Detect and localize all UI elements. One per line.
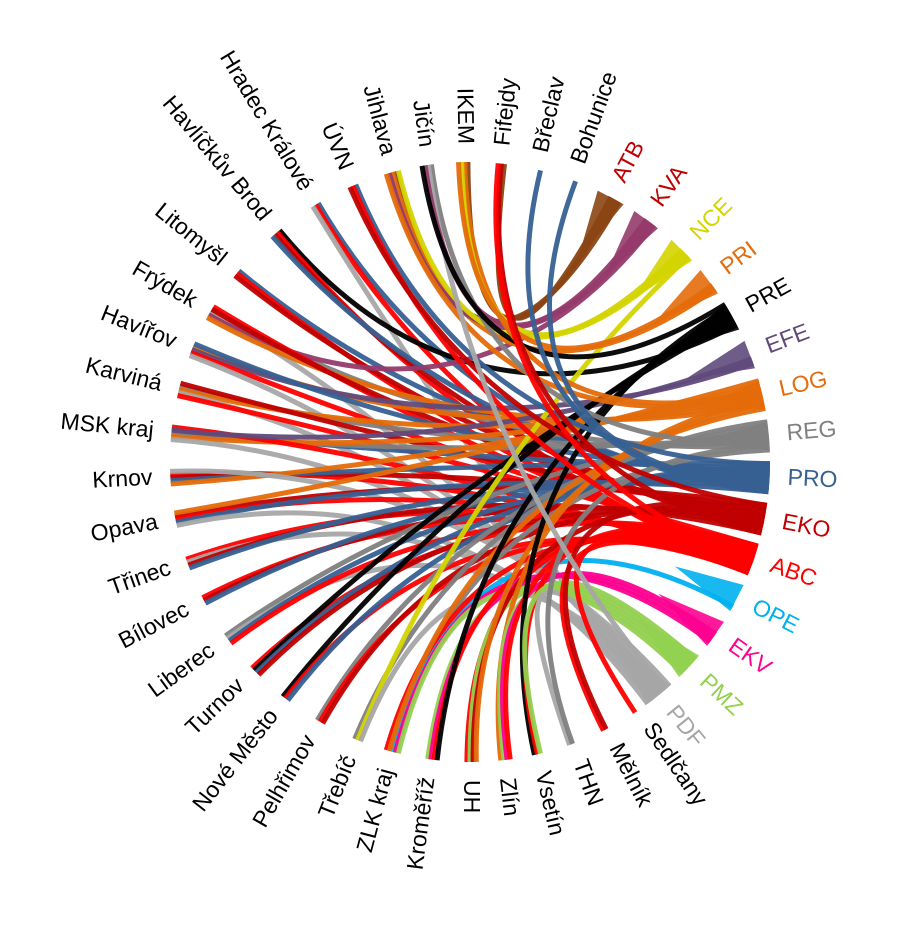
node-label-frýdek: Frýdek <box>128 255 202 313</box>
node-label-ikem: IKEM <box>452 88 479 145</box>
ribbon-group <box>170 161 771 763</box>
node-label-ope: OPE <box>748 593 803 638</box>
node-label-krnov: Krnov <box>92 464 154 493</box>
ribbon-úvn-eko <box>347 186 768 508</box>
node-label-eko: EKO <box>780 508 833 543</box>
node-label-pri: PRI <box>715 236 761 280</box>
ribbon-úvn-pro <box>353 183 771 467</box>
fan-pre <box>671 303 740 351</box>
node-label-msk-kraj: MSK kraj <box>60 408 155 443</box>
node-label-turnov: Turnov <box>180 672 249 740</box>
node-label-vsetín: Vsetín <box>531 768 571 837</box>
ribbon-mělník-eko <box>562 500 767 731</box>
fan-ope <box>674 566 744 612</box>
ribbon-bohunice-pro <box>547 180 770 490</box>
node-label-bílovec: Bílovec <box>114 596 193 654</box>
node-label-pro: PRO <box>787 464 838 493</box>
node-label-karviná: Karviná <box>83 352 165 396</box>
node-label-atb: ATB <box>606 136 649 186</box>
node-label-uh: UH <box>459 780 485 813</box>
node-label-jičín: Jičín <box>408 98 440 148</box>
ribbon-havířov-pdf <box>188 353 661 697</box>
node-label-litomyšl: Litomyšl <box>150 197 232 270</box>
fan-pri <box>653 270 719 324</box>
ribbon-ikem-pri <box>456 162 714 351</box>
node-label-bohunice: Bohunice <box>565 68 622 167</box>
node-label-zlín: Zlín <box>495 776 525 817</box>
fan-pro <box>699 463 770 493</box>
node-label-opava: Opava <box>88 508 160 546</box>
node-label-pmz: PMZ <box>695 668 748 720</box>
node-label-břeclav: Břeclav <box>527 74 570 155</box>
node-label-ekv: EKV <box>724 632 777 680</box>
node-label-kva: KVA <box>645 160 692 212</box>
ribbon-jihlava-nce <box>395 170 688 340</box>
node-label-třebíč: Třebíč <box>313 751 362 821</box>
node-label-kroměříž: Kroměříž <box>402 775 440 871</box>
fan-pdf <box>614 640 670 705</box>
node-label-pre: PRE <box>741 272 795 318</box>
node-label-efe: EFE <box>762 318 813 358</box>
ribbon-třebíč-nce <box>355 254 691 742</box>
ribbon-zlk-kraj-log <box>386 405 766 752</box>
node-label-fifejdy: Fifejdy <box>488 76 521 147</box>
fan-efe <box>684 340 755 380</box>
ribbon-msk-kraj-efe <box>171 356 753 440</box>
ribbon-břeclav-pro <box>525 169 769 495</box>
ribbon-thn-reg <box>545 442 770 745</box>
fan-abc <box>687 536 759 574</box>
ribbon-fifejdy-eko <box>496 163 763 536</box>
node-label-log: LOG <box>776 365 829 401</box>
ribbon-vsetín-pmz <box>522 580 698 755</box>
fan-atb <box>578 190 624 259</box>
ribbon-mělník-abc <box>559 539 750 732</box>
node-label-třinec: Třinec <box>105 554 174 600</box>
ribbon-ikem-log <box>462 161 762 406</box>
ribbon-thn-pdf <box>534 589 665 746</box>
node-label-thn: THN <box>568 756 609 809</box>
ribbon-sedlčany-abc <box>573 535 752 714</box>
ribbon-turnov-pre <box>252 318 736 673</box>
fan-eko <box>695 504 767 534</box>
fan-nce <box>632 239 693 300</box>
fan-reg <box>699 421 770 451</box>
node-label-reg: REG <box>785 415 837 445</box>
ribbon-bílovec-pro <box>204 477 770 606</box>
fan-ekv <box>658 593 724 646</box>
fan-log <box>694 380 766 411</box>
node-label-jihlava: Jihlava <box>358 82 402 158</box>
node-label-úvn: ÚVN <box>317 119 360 174</box>
node-label-abc: ABC <box>767 551 820 591</box>
node-label-liberec: Liberec <box>143 637 219 702</box>
node-label-nce: NCE <box>684 192 737 245</box>
node-label-havířov: Havířov <box>98 299 182 353</box>
node-label-zlk-kraj: ZLK kraj <box>351 765 398 854</box>
ribbon-uh-log <box>473 401 765 762</box>
ribbon-fifejdy-abc <box>493 163 755 563</box>
fan-kva <box>605 211 658 276</box>
fan-pmz <box>638 618 700 678</box>
